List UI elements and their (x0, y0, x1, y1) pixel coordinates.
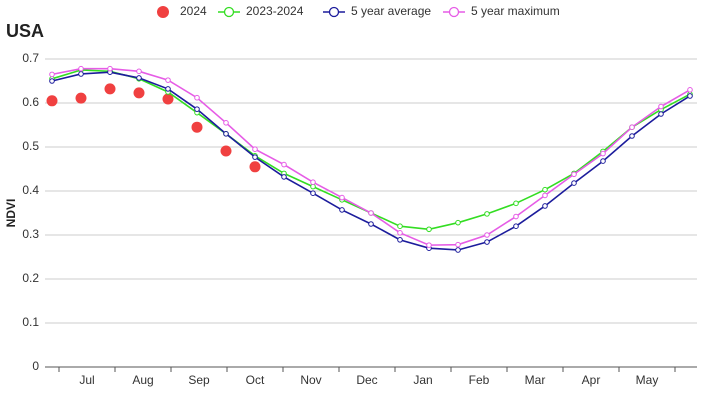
point (484, 232, 490, 238)
point (513, 200, 519, 207)
point (281, 174, 287, 180)
x-tick-label: Oct (246, 373, 265, 387)
point (571, 171, 577, 178)
point (397, 237, 403, 243)
point (194, 106, 200, 112)
point (455, 247, 461, 253)
point (658, 103, 664, 110)
x-tick-label: Sep (188, 373, 210, 387)
point (281, 161, 287, 168)
point (339, 207, 345, 213)
legend-symbol (448, 6, 460, 18)
legend-label: 2023-2024 (246, 4, 304, 18)
point (600, 158, 606, 164)
dot (162, 93, 174, 105)
y-tick-label: 0.7 (22, 51, 39, 65)
x-tick-label: Mar (525, 373, 546, 387)
point (542, 186, 548, 193)
legend-symbol (223, 6, 235, 18)
x-tick-label: Jan (413, 373, 432, 387)
series-line (51, 67, 691, 246)
x-tick-label: Jul (79, 373, 94, 387)
point (600, 150, 606, 157)
point (136, 75, 142, 81)
point (687, 93, 693, 99)
y-tick-label: 0 (32, 359, 39, 373)
point (455, 241, 461, 248)
point (252, 154, 258, 160)
y-tick-label: 0.3 (22, 227, 39, 241)
point (78, 71, 84, 77)
y-tick-label: 0.4 (22, 183, 39, 197)
point (223, 131, 229, 137)
point (252, 146, 258, 152)
point (165, 77, 171, 83)
y-axis-label: NDVI (4, 199, 18, 228)
point (484, 239, 490, 245)
point (339, 194, 345, 201)
y-tick-label: 0.1 (22, 315, 39, 329)
legend-label: 2024 (180, 4, 207, 18)
point (223, 120, 229, 126)
point (513, 223, 519, 229)
dot (220, 145, 232, 157)
x-tick-label: Aug (132, 373, 153, 387)
point (397, 230, 403, 236)
dot (46, 95, 58, 107)
dot (133, 87, 145, 99)
legend-label: 5 year maximum (471, 4, 560, 18)
point (310, 179, 316, 185)
point (426, 226, 432, 233)
point (426, 242, 432, 248)
point (687, 87, 693, 93)
x-tick-label: Dec (356, 373, 377, 387)
dot (249, 161, 261, 173)
legend-label: 5 year average (351, 4, 431, 18)
point (107, 65, 113, 72)
dot (75, 92, 87, 104)
dot (191, 121, 203, 133)
legend-symbol (157, 6, 169, 18)
point (310, 190, 316, 196)
x-tick-label: Apr (582, 373, 601, 387)
y-tick-label: 0.6 (22, 95, 39, 109)
point (194, 94, 200, 101)
dot (104, 83, 116, 95)
point (78, 65, 84, 72)
point (513, 213, 519, 220)
point (542, 192, 548, 199)
x-tick-label: Feb (469, 373, 490, 387)
legend-symbol (328, 6, 340, 18)
point (136, 68, 142, 75)
point (368, 221, 374, 227)
point (49, 78, 55, 84)
point (368, 210, 374, 216)
point (542, 203, 548, 209)
x-tick-label: May (636, 373, 659, 387)
point (629, 124, 635, 130)
point (571, 180, 577, 186)
point (165, 86, 171, 92)
x-tick-label: Nov (300, 373, 321, 387)
point (397, 223, 403, 229)
point (658, 111, 664, 117)
series-line (51, 69, 691, 231)
point (484, 211, 490, 217)
point (455, 219, 461, 226)
y-tick-label: 0.2 (22, 271, 39, 285)
y-tick-label: 0.5 (22, 139, 39, 153)
point (49, 71, 55, 78)
point (629, 133, 635, 139)
chart-title: USA (6, 21, 44, 41)
